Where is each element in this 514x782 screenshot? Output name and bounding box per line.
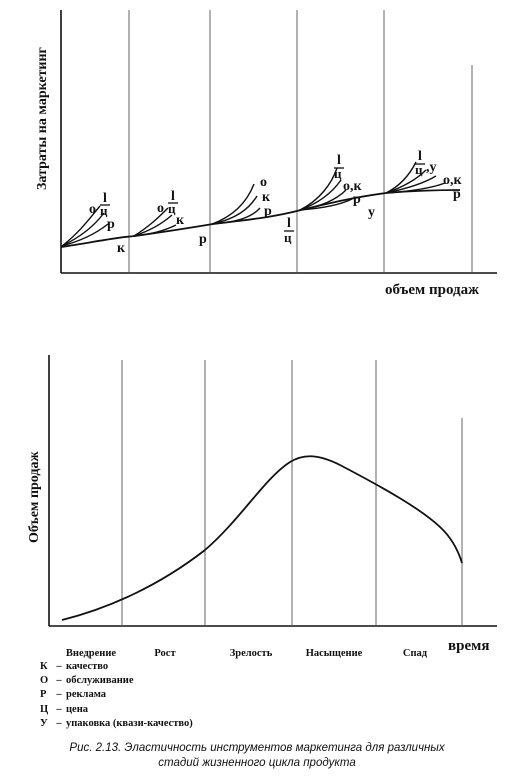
- bottom-y-axis-title: Объем продаж: [27, 451, 42, 543]
- stage-label-introduction: Внедрение: [66, 648, 116, 659]
- stage-label-maturity: Зрелость: [230, 648, 273, 659]
- label-u: ,у: [426, 160, 437, 175]
- legend-item: К – качество: [40, 661, 109, 672]
- label-r: р: [353, 192, 361, 207]
- bottom-x-axis-title: время: [448, 638, 489, 654]
- stage-label-decline: Спад: [403, 648, 428, 659]
- label-ok: о,к: [443, 173, 463, 188]
- top-diagram: о l ц р к о l ц к р о к р l ц l ц о,к р …: [35, 10, 497, 298]
- top-x-axis-title: объем продаж: [385, 282, 479, 298]
- stage-label-saturation: Насыщение: [306, 648, 363, 659]
- legend-item: Р – реклама: [40, 689, 107, 701]
- label-r: р: [453, 187, 461, 202]
- label-c: ц: [168, 201, 176, 216]
- label-r: р: [199, 232, 207, 247]
- label-r: р: [264, 204, 272, 219]
- label-o: о: [157, 201, 164, 216]
- fan-stage-5: [385, 161, 446, 194]
- fan-stage-1: [61, 205, 109, 247]
- label-l: l: [337, 153, 341, 168]
- label-ok: о,к: [343, 179, 363, 194]
- stage-label-growth: Рост: [154, 648, 176, 659]
- label-k: к: [176, 213, 185, 228]
- top-y-axis-title: Затраты на маркетинг: [35, 47, 50, 190]
- label-l: l: [171, 189, 175, 204]
- label-c: ц: [284, 230, 292, 245]
- label-c: ц: [100, 203, 108, 218]
- top-stage-dividers: [128, 10, 473, 273]
- legend-item: О – обслуживание: [40, 675, 134, 687]
- bottom-chart: Объем продаж время Внедрение Рост Зрелос…: [27, 355, 497, 659]
- legend-item: У – упаковка (квази-качество): [40, 717, 193, 729]
- label-o: о: [89, 202, 96, 217]
- label-c: ц: [415, 162, 423, 177]
- figure-caption: Рис. 2.13. Эластичность инструментов мар…: [0, 741, 514, 771]
- fan-stage-2: [133, 207, 177, 237]
- label-l: l: [418, 149, 422, 164]
- label-u: у: [368, 205, 375, 220]
- label-r: р: [107, 217, 115, 232]
- caption-line-2: стадий жизненного цикла продукта: [158, 757, 356, 769]
- legend: К – качество О – обслуживание Р – реклама Ц – це…: [40, 660, 193, 731]
- label-l: l: [103, 191, 107, 206]
- legend-item: Ц – цена: [40, 703, 89, 715]
- label-l: l: [287, 216, 291, 231]
- bottom-stage-dividers: [121, 360, 463, 626]
- fan-stage-4: [299, 167, 353, 211]
- label-k: к: [262, 190, 271, 205]
- label-c: ц: [334, 166, 342, 181]
- caption-line-1: Рис. 2.13. Эластичность инструментов мар…: [69, 742, 445, 754]
- sales-curve: [61, 455, 463, 621]
- top-base-curve: [60, 189, 461, 248]
- label-k: к: [117, 241, 126, 256]
- label-o: о: [260, 175, 267, 190]
- fan-stage-3: [211, 183, 261, 225]
